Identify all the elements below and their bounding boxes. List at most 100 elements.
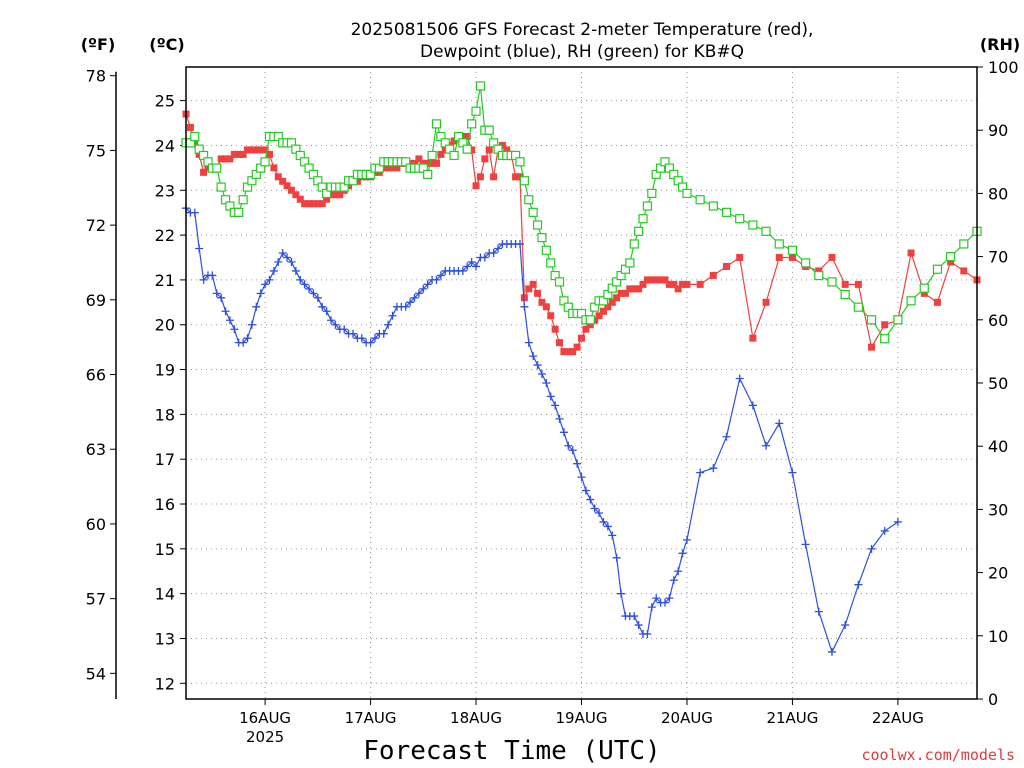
temperature-point [621, 289, 629, 297]
temperature-point [261, 146, 269, 154]
rh-point [554, 277, 565, 287]
dewpoint-point [678, 549, 687, 558]
rh-tick-label: 100 [988, 58, 1019, 77]
fahrenheit-tick-label: 72 [86, 216, 106, 235]
temperature-point [542, 303, 550, 311]
temperature-point [639, 280, 647, 288]
dewpoint-point [322, 307, 331, 316]
celsius-tick-label: 15 [155, 540, 175, 559]
temperature-point [582, 325, 590, 333]
temperature-point [665, 280, 673, 288]
dewpoint-point [669, 576, 678, 585]
dewpoint-point [269, 266, 278, 275]
temperature-point [586, 321, 594, 329]
dewpoint-point [195, 244, 204, 253]
dewpoint-point [432, 275, 441, 284]
title-line-1: 2025081506 GFS Forecast 2-meter Temperat… [351, 20, 814, 40]
fahrenheit-tick-label: 69 [86, 291, 106, 310]
temperature-point [244, 146, 252, 154]
temperature-point [652, 276, 660, 284]
dewpoint-point [357, 334, 366, 343]
celsius-tick-label: 19 [155, 361, 175, 380]
rh-point [682, 188, 692, 198]
dewpoint-point [520, 302, 529, 311]
dewpoint-point [331, 320, 340, 329]
temperature-point [287, 186, 295, 194]
celsius-tick-label: 22 [155, 226, 175, 245]
temperature-point [564, 348, 572, 356]
temperature-point [283, 182, 291, 190]
temperature-point [538, 298, 546, 306]
dewpoint-point [247, 320, 256, 329]
temperature-point [947, 258, 955, 266]
rh-point [801, 258, 811, 268]
dewpoint-point [564, 441, 573, 450]
temperature-point [419, 159, 427, 167]
rh-point [774, 239, 784, 249]
dewpoint-point [537, 370, 546, 379]
dewpoint-point [239, 338, 248, 347]
chart-title: 2025081506 GFS Forecast 2-meter Temperat… [351, 20, 814, 62]
temperature-point [384, 164, 392, 172]
dewpoint-point [217, 293, 226, 302]
rh-point [260, 157, 270, 167]
dewpoint-point [577, 473, 586, 482]
celsius-unit-label: (ºC) [149, 35, 184, 54]
fahrenheit-tick-label: 78 [86, 67, 106, 86]
temperature-point [661, 276, 669, 284]
temperature-point [613, 294, 621, 302]
dewpoint-point [573, 459, 582, 468]
temperature-point [248, 146, 256, 154]
temperature-point [279, 177, 287, 185]
dewpoint-point [559, 428, 568, 437]
temperature-point [595, 312, 603, 320]
dewpoint-point [256, 289, 265, 298]
dewpoint-point [370, 334, 379, 343]
temperature-point [336, 191, 344, 199]
date-tick-label: 18AUG [450, 709, 502, 727]
plot-frame [185, 66, 978, 700]
temperature-point [314, 200, 322, 208]
dewpoint-point [274, 257, 283, 266]
dewpoint-point [590, 504, 599, 513]
dewpoint-point [709, 464, 718, 473]
temperature-point [309, 200, 317, 208]
dewpoint-point [252, 302, 261, 311]
celsius-tick-label: 20 [155, 316, 175, 335]
temperature-point [815, 267, 823, 275]
temperature-point [301, 200, 309, 208]
temperature-point [226, 155, 234, 163]
rh-point [427, 150, 437, 161]
rh-point [880, 334, 890, 344]
rh-point [541, 245, 551, 255]
rh-point [625, 258, 635, 268]
dewpoint-point [340, 325, 349, 334]
rh-point [708, 201, 718, 211]
temperature-point [749, 334, 757, 342]
axes: 12 13 14 15 16 17 18 19 20 21 22 23 24 25 54 57 60 63 66 69… [86, 58, 1019, 746]
rh-point [537, 233, 547, 243]
rh-point [919, 283, 929, 293]
temperature-point [828, 253, 836, 261]
dewpoint-point [748, 401, 757, 410]
rh-point [212, 163, 222, 173]
rh-point [814, 270, 824, 281]
title-line-2: Dewpoint (blue), RH (green) for KB#Q [420, 42, 744, 62]
series [182, 81, 982, 656]
temperature-point [608, 298, 616, 306]
dewpoint-point [419, 284, 428, 293]
dewpoint-point [261, 280, 270, 289]
celsius-tick-label: 18 [155, 405, 175, 424]
dewpoint-point [841, 621, 850, 630]
date-tick-label: 19AUG [556, 709, 608, 727]
rh-point [634, 226, 644, 236]
rh-point [629, 239, 639, 249]
rh-point [827, 277, 837, 287]
dewpoint-point [265, 275, 274, 284]
rh-point [475, 81, 486, 91]
rh-point [234, 207, 244, 217]
dewpoint-point [388, 311, 397, 320]
temperature-point [643, 276, 651, 284]
temperature-point [472, 182, 480, 190]
rh-point [906, 296, 916, 306]
